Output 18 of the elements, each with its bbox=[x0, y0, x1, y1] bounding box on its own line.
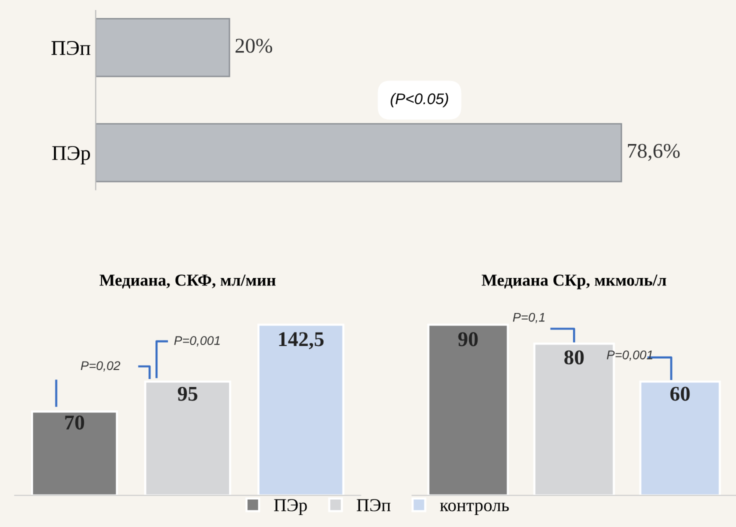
chart-title: Медиана СКр, мкмоль/л bbox=[482, 274, 666, 290]
annotation: P=0,001 bbox=[606, 350, 652, 361]
chart-title: Медиана, СКФ, мл/мин bbox=[100, 274, 276, 289]
data-label: 60 bbox=[670, 386, 690, 401]
legend-label: ПЭр bbox=[274, 499, 307, 515]
legend-label: ПЭп bbox=[356, 499, 391, 512]
text: P=0,1 bbox=[512, 312, 545, 324]
legend-label: контроль bbox=[440, 502, 509, 515]
data-label: 80 bbox=[564, 350, 584, 364]
data-label: 20% bbox=[236, 38, 272, 53]
annotation: (P<0.05) bbox=[390, 93, 448, 108]
data-label: 90 bbox=[458, 332, 478, 346]
annotation: P=0,001 bbox=[174, 336, 220, 346]
data-label: 78,6% bbox=[628, 144, 680, 161]
data-label: 142,5 bbox=[279, 332, 324, 350]
data-label: 95 bbox=[178, 386, 198, 401]
data-label: 70 bbox=[65, 416, 84, 430]
annotation: P=0,02 bbox=[80, 361, 120, 372]
